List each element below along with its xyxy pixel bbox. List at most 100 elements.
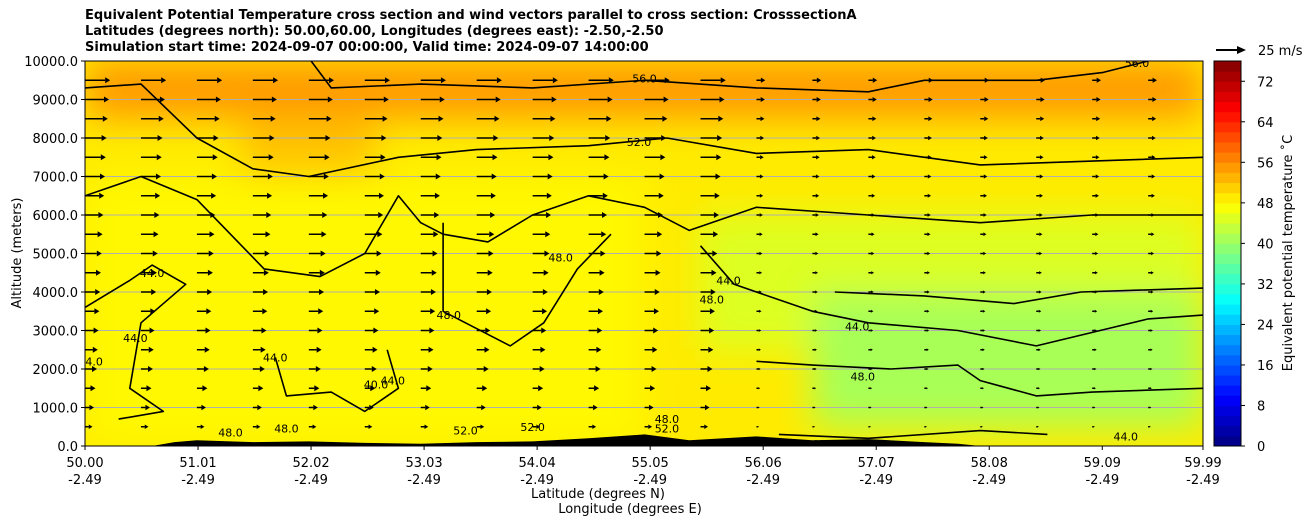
wind-arrowhead-114	[870, 329, 874, 332]
contour-52-1	[85, 83, 1203, 178]
contour-label-13: 44.0	[716, 274, 741, 287]
wind-arrowhead-39	[1149, 406, 1152, 409]
wind-arrowhead-149	[598, 289, 604, 295]
wind-arrowhead-310	[661, 135, 667, 141]
wind-arrowhead-163	[263, 269, 269, 276]
wind-arrowhead-37	[1037, 406, 1040, 409]
wind-arrowhead-193	[815, 251, 819, 256]
wind-arrowhead-46	[426, 385, 432, 392]
colorbar-tick-label-9: 72	[1257, 75, 1274, 90]
wind-arrowhead-74	[870, 367, 873, 371]
wind-arrowhead-374	[872, 77, 878, 83]
wind-arrowhead-302	[213, 135, 219, 141]
wind-arrowhead-105	[373, 327, 379, 334]
wind-arrowhead-129	[598, 308, 604, 315]
wind-arrowhead-180	[96, 250, 102, 257]
wind-arrowhead-25	[369, 404, 374, 411]
wind-arrowhead-377	[1040, 77, 1046, 83]
wind-arrowhead-0	[88, 424, 93, 429]
wind-arrowhead-291	[716, 154, 722, 161]
x-tick-sublabel-1: -2.49	[181, 473, 215, 488]
wind-arrowhead-77	[1038, 367, 1041, 371]
wind-arrowhead-98	[1094, 348, 1097, 352]
colorbar-segment-33	[1214, 101, 1241, 113]
wind-arrowhead-60	[92, 366, 97, 372]
wind-arrowhead-65	[371, 366, 377, 372]
wind-arrowhead-316	[984, 135, 988, 141]
wind-arrowhead-232	[759, 213, 763, 217]
wind-arrowhead-79	[1150, 367, 1153, 371]
wind-arrowhead-246	[434, 192, 440, 199]
colorbar: 0 8 16 24 32 40 48 56 64 72	[1213, 60, 1274, 455]
colorbar-segment-6	[1214, 375, 1241, 386]
colorbar-segment-21	[1214, 223, 1241, 234]
wind-arrowhead-287	[492, 154, 498, 161]
wind-arrowhead-137	[1038, 309, 1042, 313]
wind-arrowhead-344	[327, 96, 333, 103]
wind-arrowhead-303	[269, 135, 275, 141]
wind-arrowhead-299	[1151, 155, 1156, 160]
wind-arrowhead-244	[323, 192, 329, 199]
colorbar-segment-7	[1214, 364, 1241, 376]
wind-arrowhead-159	[1150, 290, 1154, 294]
wind-arrowhead-40	[90, 385, 96, 392]
wind-arrowhead-97	[1038, 348, 1041, 352]
wind-arrowhead-333	[816, 116, 821, 122]
y-tick-label-2: 2000.0	[33, 363, 79, 378]
contour-label-20: 52.0	[655, 423, 680, 436]
wind-arrowhead-173	[815, 271, 819, 275]
wind-arrowhead-265	[379, 173, 385, 180]
wind-arrowhead-204	[321, 231, 327, 238]
x-tick-label-0: 50.00	[66, 456, 103, 471]
wind-arrowhead-58	[1094, 387, 1096, 390]
wind-arrowhead-349	[607, 96, 613, 103]
wind-arrowhead-356	[984, 96, 989, 103]
wind-arrowhead-34	[869, 406, 872, 409]
x-tick-label-1: 51.01	[179, 456, 216, 471]
wind-arrowhead-189	[600, 250, 606, 257]
colorbar-segment-34	[1214, 91, 1241, 103]
wind-arrowhead-21	[145, 404, 150, 411]
wind-arrowhead-49	[594, 385, 600, 392]
wind-arrowhead-151	[710, 289, 716, 295]
wind-arrowhead-62	[203, 366, 209, 372]
wind-arrowhead-59	[1150, 387, 1152, 390]
wind-arrowhead-347	[495, 96, 501, 103]
wind-arrowhead-90	[652, 346, 658, 353]
contour-label-8: 44.0	[140, 267, 165, 280]
wind-arrowhead-42	[202, 385, 208, 392]
wind-arrowhead-184	[320, 250, 326, 257]
wind-arrowhead-154	[871, 290, 874, 294]
y-tick-label-0: 0.0	[57, 440, 78, 455]
wind-arrowhead-3	[256, 424, 261, 429]
x-tick-sublabel-6: -2.49	[746, 473, 780, 488]
y-tick-label-6: 6000.0	[33, 209, 79, 224]
wind-arrowhead-23	[257, 404, 262, 411]
wind-arrowhead-187	[488, 250, 494, 257]
wind-arrowhead-255	[927, 193, 932, 198]
wind-arrowhead-335	[928, 116, 933, 122]
wind-arrowhead-331	[718, 115, 724, 122]
wind-arrowhead-146	[430, 289, 436, 295]
wind-arrowhead-161	[151, 269, 157, 276]
wind-arrowhead-234	[871, 213, 875, 217]
wind-arrowhead-73	[814, 367, 817, 371]
wind-arrowhead-85	[372, 346, 378, 353]
wind-arrowhead-282	[212, 154, 218, 161]
wind-arrowhead-169	[599, 269, 605, 276]
contour-44-7	[699, 245, 1203, 347]
wind-arrowhead-57	[1038, 387, 1040, 390]
wind-arrowhead-217	[1039, 232, 1043, 237]
contour-56-0	[310, 61, 1149, 93]
wind-arrowhead-12	[757, 425, 760, 428]
wind-arrowhead-113	[814, 329, 818, 332]
wind-arrowhead-47	[482, 385, 488, 392]
wind-arrowhead-224	[322, 212, 328, 218]
wind-arrowhead-68	[539, 366, 545, 372]
colorbar-segment-10	[1214, 334, 1241, 346]
wind-arrowhead-363	[273, 77, 279, 84]
x-tick-label-7: 57.07	[858, 456, 895, 471]
field-region-4	[812, 292, 1203, 427]
colorbar-segment-35	[1214, 81, 1241, 92]
wind-arrowhead-280	[100, 154, 106, 161]
